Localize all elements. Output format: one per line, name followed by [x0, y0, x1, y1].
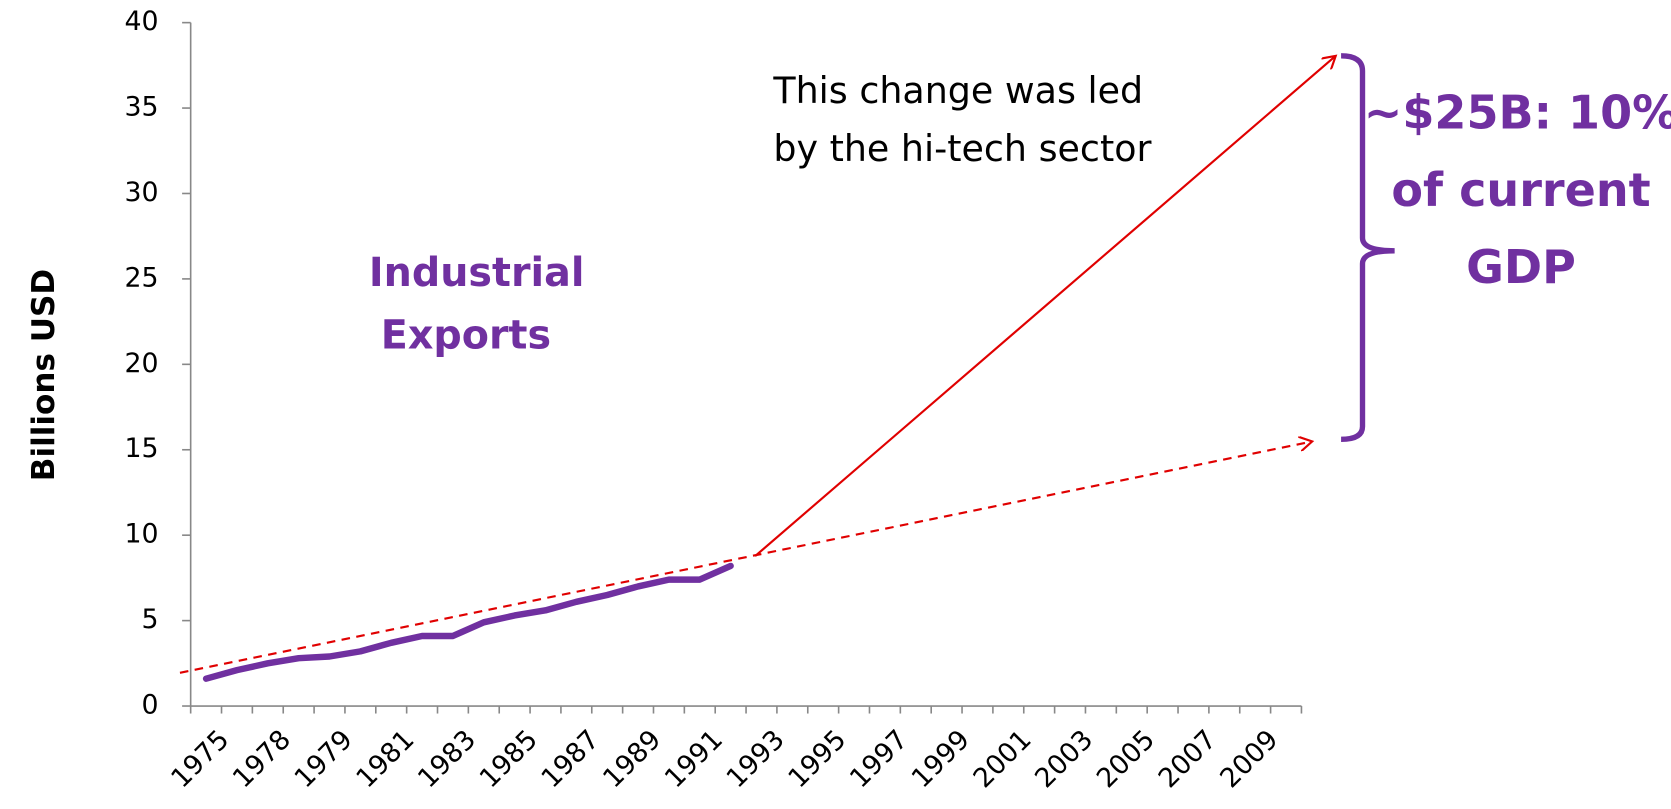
- y-tick-label: 5: [141, 604, 158, 635]
- x-tick-label: 2005: [1091, 724, 1161, 794]
- y-tick-label: 35: [124, 92, 158, 123]
- x-tick-label: 1983: [412, 724, 482, 794]
- x-tick-label: 1975: [165, 724, 235, 794]
- x-tick-label: 1989: [597, 724, 667, 794]
- y-axis-label: Billions USD: [26, 269, 62, 481]
- y-tick-label: 30: [124, 177, 158, 208]
- x-tick-label: 1997: [844, 724, 914, 794]
- x-tick-label: 1985: [474, 724, 544, 794]
- series-label: Exports: [381, 312, 551, 358]
- x-tick-label: 1995: [782, 724, 852, 794]
- y-tick-label: 25: [124, 262, 158, 293]
- brace: [1341, 53, 1395, 442]
- x-tick-label: 1987: [536, 724, 606, 794]
- x-tick-label: 1978: [227, 724, 297, 794]
- growth-arrow: [754, 56, 1336, 557]
- x-tick-label: 1981: [350, 724, 420, 794]
- x-tick-label: 2009: [1214, 724, 1284, 794]
- x-tick-label: 2003: [1029, 724, 1099, 794]
- x-tick-label: 1999: [906, 724, 976, 794]
- x-tick-label: 1991: [659, 724, 729, 794]
- x-tick-label: 1979: [289, 724, 359, 794]
- x-tick-label: 1993: [721, 724, 791, 794]
- trend-arrow: [179, 441, 1312, 674]
- y-tick-label: 40: [124, 6, 158, 37]
- data-line: [202, 562, 734, 682]
- brace-label: of current: [1391, 163, 1650, 217]
- y-tick-label: 0: [141, 690, 158, 721]
- y-tick-label: 20: [124, 348, 158, 379]
- brace-label: GDP: [1466, 240, 1576, 294]
- series-label: Industrial: [369, 250, 585, 296]
- y-tick-label: 15: [124, 433, 158, 464]
- plot: 0 5 10 15 20 25 30 35 40 197519781979198119831985…: [124, 6, 1303, 794]
- x-tick-label: 2007: [1153, 724, 1223, 794]
- annotation: by the hi-tech sector: [773, 127, 1151, 170]
- annotation: This change was led: [772, 69, 1143, 112]
- brace-label: ~$25B: 10%: [1364, 86, 1671, 140]
- y-tick-label: 10: [124, 519, 158, 550]
- x-tick-label: 2001: [967, 724, 1037, 794]
